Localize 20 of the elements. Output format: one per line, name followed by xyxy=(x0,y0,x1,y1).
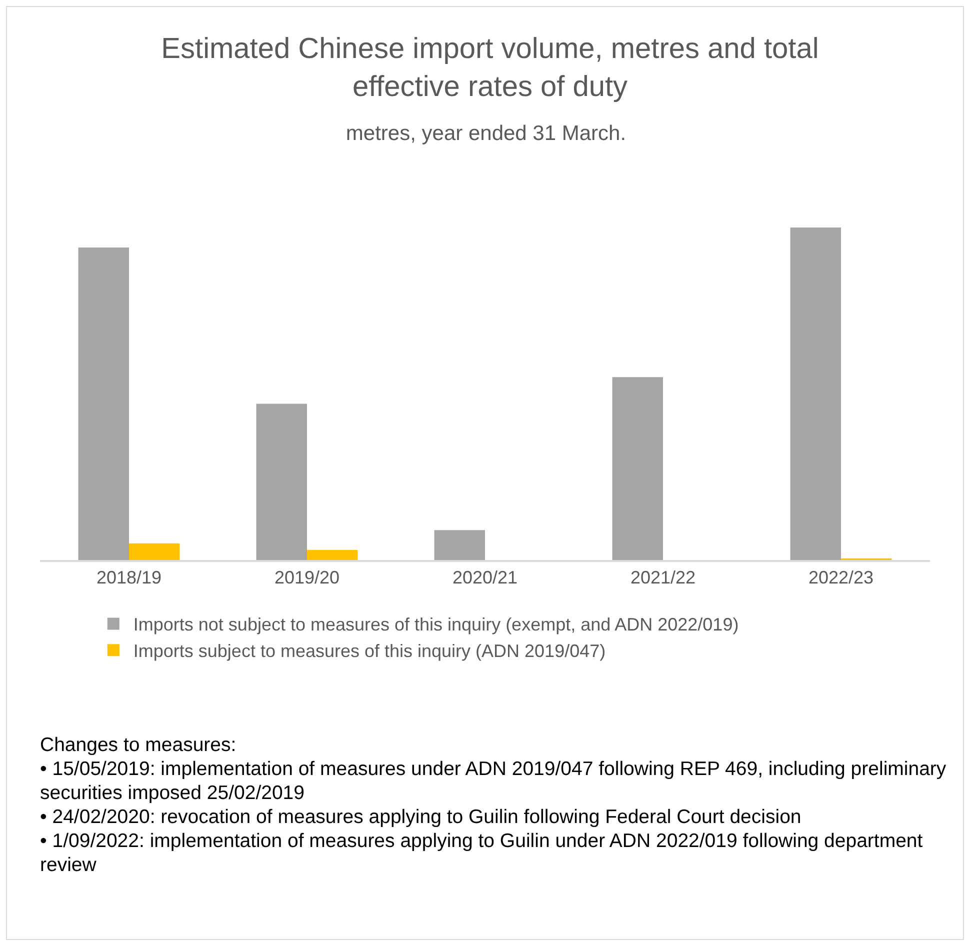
bar xyxy=(256,404,307,560)
bar xyxy=(434,530,485,560)
x-tick-label: 2022/23 xyxy=(808,568,874,588)
legend-label: Imports subject to measures of this inquiry (ADN 2019/047) xyxy=(133,641,606,662)
bar xyxy=(129,543,180,560)
text: Changes to measures: xyxy=(40,733,238,757)
x-tick-label: 2019/20 xyxy=(274,568,340,588)
text: • 15/05/2019: implementation of measures under ADN 2019/047 following REP 469, including preliminary securities imposed 25/02/2019 xyxy=(40,757,948,805)
chart-subtitle: metres, year ended 31 March. xyxy=(344,122,628,146)
bar xyxy=(307,550,358,560)
text: • 24/02/2020: revocation of measures applying to Guilin following Federal Court decision xyxy=(40,805,802,829)
text: • 1/09/2022: implementation of measures applying to Guilin under ADN 2022/019 following department review xyxy=(40,829,924,877)
legend-label: Imports not subject to measures of this inquiry (exempt, and ADN 2022/019) xyxy=(133,614,739,635)
x-tick-label: 2020/21 xyxy=(452,568,518,588)
x-tick-label: 2018/19 xyxy=(96,568,162,588)
bar xyxy=(612,377,663,560)
bar xyxy=(78,247,129,560)
x-tick-label: 2021/22 xyxy=(630,568,696,588)
bar xyxy=(790,228,841,560)
chart-title: Estimated Chinese import volume, metres and total effective rates of duty xyxy=(160,32,820,105)
